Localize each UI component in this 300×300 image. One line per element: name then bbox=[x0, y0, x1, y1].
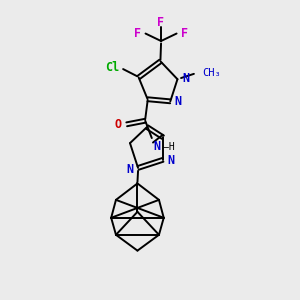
Text: N: N bbox=[126, 163, 133, 176]
Text: N: N bbox=[168, 154, 175, 167]
Text: N: N bbox=[175, 95, 182, 108]
Text: F: F bbox=[158, 16, 165, 29]
Text: Cl: Cl bbox=[105, 61, 119, 74]
Text: N: N bbox=[182, 71, 189, 85]
Text: F: F bbox=[134, 27, 141, 40]
Text: CH₃: CH₃ bbox=[202, 68, 221, 78]
Text: O: O bbox=[115, 118, 122, 131]
Text: F: F bbox=[181, 27, 188, 40]
Text: N: N bbox=[153, 140, 160, 153]
Text: –H: –H bbox=[163, 142, 174, 152]
